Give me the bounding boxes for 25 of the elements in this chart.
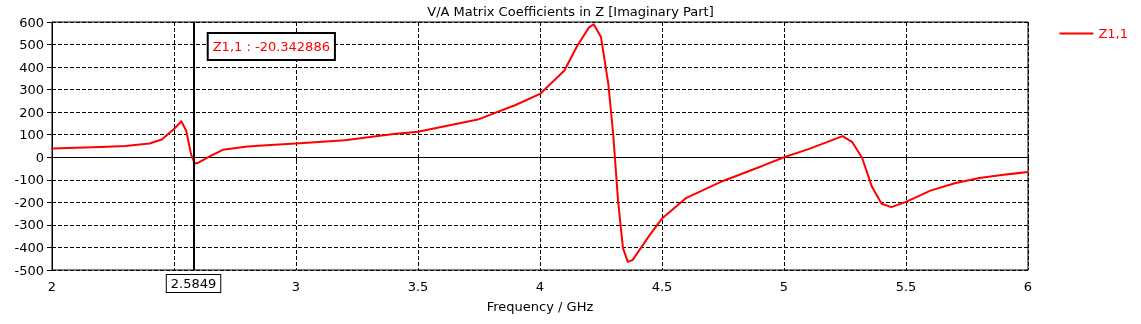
x-tick-label: 3.5 [407, 279, 429, 294]
y-tick-label: -100 [14, 172, 44, 188]
y-tick-label: 0 [35, 149, 44, 165]
x-tick-label: 3 [291, 279, 301, 294]
y-tick-label: 500 [19, 37, 44, 53]
legend-label: Z1,1 [1098, 26, 1129, 41]
x-tick-label: 6 [1023, 279, 1033, 294]
y-tick-label: -400 [14, 239, 44, 255]
x-tick-label: 4.5 [651, 279, 673, 294]
y-tick-label: 600 [19, 14, 44, 30]
chart-title: V/A Matrix Coefficients in Z [Imaginary Part] [427, 4, 714, 19]
y-tick-label: -500 [14, 262, 44, 278]
x-tick-label: 4 [535, 279, 545, 294]
annotation: Z1,1 : -20.342886 [212, 39, 330, 54]
y-tick-label: 300 [19, 82, 44, 98]
x-axis-title: Frequency / GHz [486, 299, 594, 314]
y-tick-label: 200 [19, 104, 44, 120]
x-tick-label: 2 [47, 279, 57, 294]
y-tick-label: 400 [19, 59, 44, 75]
ref-line-label: 2.5849 [170, 276, 217, 291]
y-tick-label: 100 [19, 127, 44, 143]
y-tick-label: -200 [14, 194, 44, 210]
x-tick-label: 5 [779, 279, 789, 294]
x-tick-label: 5.5 [895, 279, 917, 294]
y-tick-label: -300 [14, 217, 44, 233]
